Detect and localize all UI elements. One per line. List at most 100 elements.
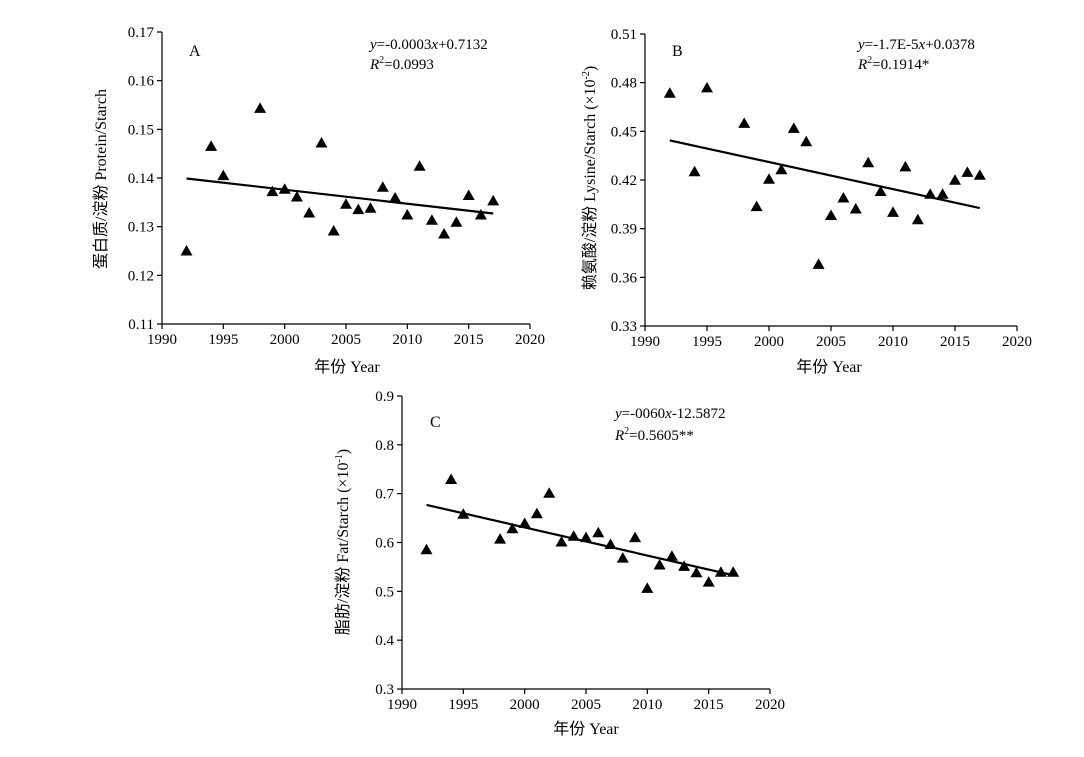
data-point — [303, 207, 316, 218]
panel-c-equation: y=-0060x-12.5872 — [613, 406, 726, 422]
data-point — [702, 576, 715, 587]
panel-b-marks — [663, 81, 986, 269]
panel-b-label: B — [672, 43, 683, 60]
data-point — [543, 487, 556, 498]
data-point — [462, 189, 475, 200]
x-tick-label: 1990 — [630, 334, 660, 350]
data-point — [763, 173, 775, 184]
data-point — [663, 87, 676, 98]
data-point — [727, 566, 740, 577]
data-point — [340, 198, 352, 209]
data-point — [911, 213, 924, 225]
data-point — [812, 258, 825, 269]
y-tick-label: 0.48 — [611, 76, 637, 92]
panel-a-ylabel: 蛋白质/淀粉 Protein/Starch — [92, 89, 110, 269]
panel-c-axes: 1990 1995 2000 2005 2010 2015 2020 0.3 0.4 0.5 0.6… — [375, 389, 785, 713]
data-point — [376, 181, 389, 192]
panel-a-label: A — [189, 43, 201, 60]
x-tick-label: 2000 — [754, 334, 784, 350]
data-point — [266, 185, 279, 197]
data-point — [474, 209, 487, 220]
y-tick-label: 0.42 — [611, 173, 637, 189]
x-tick-label: 2020 — [1002, 334, 1032, 350]
data-point — [629, 531, 642, 543]
data-point — [924, 188, 937, 199]
data-point — [389, 192, 402, 203]
trend-line — [426, 503, 734, 577]
y-tick-label: 0.6 — [375, 536, 394, 552]
data-point — [714, 566, 727, 577]
x-tick-label: 2020 — [755, 697, 785, 713]
x-tick-label: 2005 — [571, 697, 601, 713]
data-point — [530, 507, 543, 519]
data-point — [949, 174, 961, 185]
data-point — [641, 582, 654, 593]
data-point — [180, 245, 193, 256]
data-point — [278, 183, 291, 194]
panel-c-r2: R2=0.5605** — [614, 426, 694, 444]
data-point — [750, 200, 763, 212]
data-point — [862, 156, 875, 168]
x-tick-label: 1990 — [387, 697, 417, 713]
data-point — [555, 536, 568, 547]
data-point — [401, 209, 414, 220]
data-point — [420, 543, 433, 555]
panel-c-label: C — [430, 414, 441, 431]
data-point — [506, 522, 519, 534]
x-tick-label: 2015 — [454, 332, 484, 348]
panel-a-marks — [180, 102, 500, 256]
y-tick-label: 0.51 — [611, 27, 637, 43]
x-tick-label: 2015 — [940, 334, 970, 350]
data-point — [688, 165, 701, 177]
x-tick-label: 1995 — [208, 332, 238, 348]
data-point — [352, 203, 365, 215]
data-point — [494, 533, 507, 544]
panel-a-xlabel: 年份 Year — [314, 358, 380, 376]
panel-a-axes: 1990 1995 2000 2005 2010 2015 2020 0.11 0.12 0.13… — [128, 25, 545, 348]
x-tick-label: 2010 — [878, 334, 908, 350]
y-tick-label: 0.4 — [375, 633, 394, 649]
data-point — [413, 160, 426, 171]
data-point — [653, 559, 666, 570]
y-tick-label: 0.14 — [128, 171, 155, 187]
data-point — [315, 137, 328, 148]
data-point — [887, 206, 899, 217]
data-point — [899, 160, 912, 172]
x-tick-label: 1995 — [448, 697, 478, 713]
data-point — [738, 117, 751, 128]
y-tick-label: 0.16 — [128, 74, 155, 90]
y-tick-label: 0.15 — [128, 122, 154, 138]
panel-c-xlabel: 年份 Year — [553, 720, 619, 738]
data-point — [425, 214, 438, 225]
data-point — [701, 81, 713, 93]
y-tick-label: 0.13 — [128, 220, 154, 236]
data-point — [775, 163, 788, 175]
data-point — [800, 135, 813, 147]
panel-c-marks — [420, 473, 740, 593]
data-point — [445, 473, 458, 484]
data-point — [457, 508, 470, 519]
data-point — [254, 102, 267, 113]
data-point — [678, 560, 691, 571]
panel-c: 1990 1995 2000 2005 2010 2015 2020 0.3 0.4 0.5 0.6… — [334, 389, 785, 738]
data-point — [450, 216, 463, 227]
panel-c-ylabel: 脂肪/淀粉 Fat/Starch (×10-1) — [334, 449, 352, 635]
panel-b: 1990 1995 2000 2005 2010 2015 2020 0.33 0.36 0.39… — [581, 27, 1032, 376]
y-tick-label: 0.8 — [375, 438, 394, 454]
y-tick-label: 0.45 — [611, 124, 637, 140]
panel-b-ylabel: 赖氨酸/淀粉 Lysine/Starch (×10-2) — [581, 66, 599, 290]
panel-a-equation: y=-0.0003x+0.7132 — [368, 37, 488, 53]
data-point — [787, 122, 800, 133]
data-point — [364, 202, 377, 213]
y-tick-label: 0.7 — [375, 487, 394, 503]
x-tick-label: 2020 — [515, 332, 545, 348]
data-point — [973, 169, 986, 180]
data-point — [604, 538, 617, 549]
data-point — [936, 188, 949, 199]
data-point — [961, 166, 974, 177]
x-tick-label: 2005 — [816, 334, 846, 350]
x-tick-label: 2000 — [510, 697, 540, 713]
panel-b-equation: y=-1.7E-5x+0.0378 — [856, 37, 975, 53]
x-tick-label: 2010 — [632, 697, 662, 713]
y-tick-label: 0.9 — [375, 389, 394, 405]
